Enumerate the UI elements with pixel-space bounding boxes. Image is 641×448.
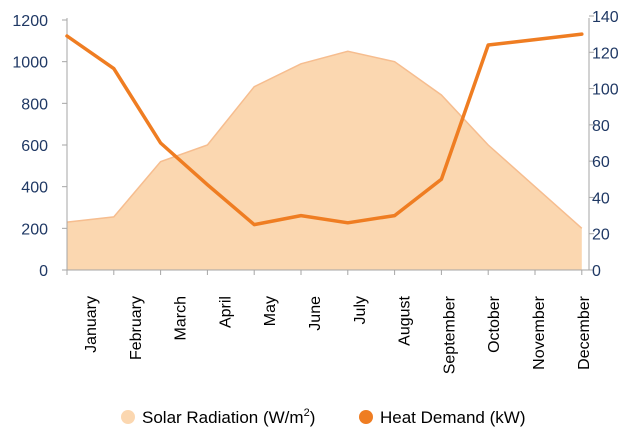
category-label-june: June	[307, 296, 324, 331]
category-label-july: July	[352, 296, 369, 324]
category-label-may: May	[262, 296, 279, 326]
right-axis-tick-label: 140	[592, 9, 619, 26]
right-axis-tick-label: 80	[592, 118, 610, 135]
heat-demand-line-group	[65, 32, 584, 227]
legend: Solar Radiation (W/m2) Heat Demand (kW)	[121, 407, 525, 427]
right-axis-tick-label: 60	[592, 154, 610, 171]
left-axis-tick-label: 1200	[12, 13, 48, 30]
right-axis-tick-label: 0	[592, 263, 601, 280]
category-label-september: September	[441, 295, 458, 374]
category-label-february: February	[128, 296, 145, 360]
axes-group	[62, 15, 594, 275]
left-axis-tick-label: 200	[21, 221, 48, 238]
category-label-august: August	[397, 295, 414, 345]
solar-radiation-area-group	[66, 50, 583, 270]
category-label-october: October	[486, 295, 503, 353]
right-axis-tick-label: 20	[592, 227, 610, 244]
right-axis-tick-labels: 0 20 40 60 80 100 120 140	[592, 9, 619, 280]
legend-solar-text: Solar Radiation (W/m	[142, 408, 304, 427]
legend-solar-superscript: 2	[304, 407, 310, 419]
legend-solar-label: Solar Radiation (W/m2)	[142, 407, 315, 427]
category-label-december: December	[576, 295, 593, 369]
left-axis-tick-label: 600	[21, 138, 48, 155]
left-axis-tick-label: 400	[21, 180, 48, 197]
right-axis-tick-label: 40	[592, 190, 610, 207]
solar-radiation-edge	[66, 50, 583, 229]
category-axis-labels: January February March April May June July Augu…	[83, 295, 593, 374]
left-axis-tick-labels: 0 200 400 600 800 1000 1200	[12, 13, 48, 280]
category-label-march: March	[173, 296, 190, 340]
right-axis-tick-label: 120	[592, 45, 619, 62]
left-axis-tick-label: 0	[39, 263, 48, 280]
legend-heat-label: Heat Demand (kW)	[380, 408, 525, 427]
heat-demand-line	[65, 32, 584, 227]
legend-solar-close: )	[310, 408, 316, 427]
solar-radiation-area	[67, 51, 582, 270]
category-label-april: April	[217, 296, 234, 328]
left-axis-tick-label: 1000	[12, 55, 48, 72]
right-axis-tick-label: 100	[592, 82, 619, 99]
category-label-november: November	[531, 295, 548, 369]
legend-heat-marker	[359, 410, 373, 424]
category-label-january: January	[83, 296, 100, 353]
legend-solar-marker	[121, 410, 135, 424]
left-axis-tick-label: 800	[21, 96, 48, 113]
